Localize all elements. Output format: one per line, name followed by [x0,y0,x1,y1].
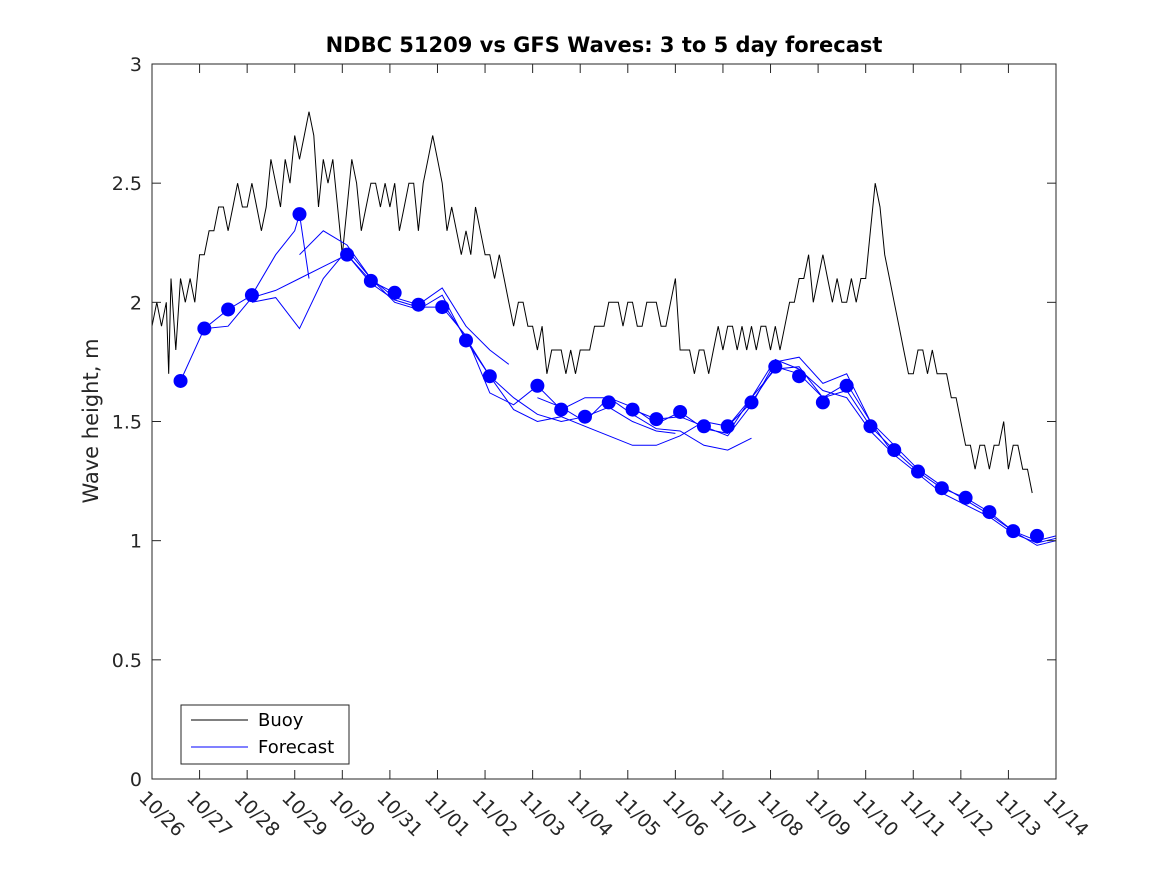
forecast-point [577,409,592,424]
forecast-point [982,505,997,520]
forecast-point [673,404,688,419]
y-tick-label: 3 [130,54,142,76]
forecast-point [292,207,307,222]
forecast-run-line [251,249,510,365]
forecast-point [625,402,640,417]
plot-area [152,64,1056,779]
forecast-point [887,443,902,458]
forecast-point [958,490,973,505]
forecast-point [768,359,783,374]
forecast-marker-layer [173,207,1044,543]
forecast-point [815,395,830,410]
forecast-point [530,378,545,393]
forecast-point [459,333,474,348]
forecast-point [363,273,378,288]
y-tick-label: 2.5 [112,173,142,195]
forecast-point [934,481,949,496]
forecast-point [720,419,735,434]
forecast-point [387,285,402,300]
forecast-point [911,464,926,479]
forecast-point [340,247,355,262]
forecast-point [792,369,807,384]
forecast-run-line [537,358,1057,544]
buoy-line [151,111,1033,494]
forecast-point [435,300,450,315]
forecast-point [554,402,569,417]
forecast-point [863,419,878,434]
forecast-point [221,302,236,317]
forecast-point [1029,528,1044,543]
y-tick-label: 0 [130,769,142,791]
legend-box [180,704,350,765]
forecast-point [197,321,212,336]
forecast-point [1006,524,1021,539]
forecast-point [744,395,759,410]
y-axis-label: Wave height, m [79,338,103,503]
forecast-point [173,373,188,388]
forecast-point [601,395,616,410]
forecast-run-line [204,254,395,330]
forecast-run-line [727,366,895,456]
forecast-point [244,288,259,303]
y-tick-label: 0.5 [112,650,142,672]
y-tick-label: 1.5 [112,412,142,434]
y-tick-label: 1 [130,531,142,553]
buoy-series-layer [151,111,1033,494]
forecast-point [482,369,497,384]
legend-label-buoy: Buoy [258,710,304,731]
legend-label-forecast: Forecast [258,737,334,758]
axes-background [152,64,1056,779]
forecast-point [839,378,854,393]
forecast-point [411,297,426,312]
y-tick-label: 2 [130,292,142,314]
forecast-point [696,419,711,434]
y-axis: 0 0.5 1 1.5 2 2.5 3 [112,54,1056,791]
chart-title: NDBC 51209 vs GFS Waves: 3 to 5 day fore… [326,33,883,57]
forecast-point [649,412,664,427]
legend: Buoy Forecast [180,704,350,765]
